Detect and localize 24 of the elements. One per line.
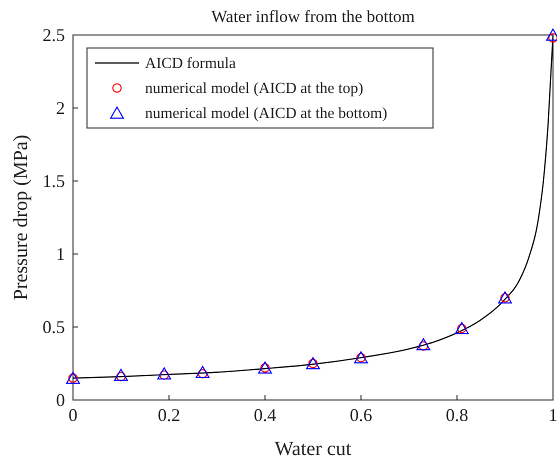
y-tick-label: 0: [56, 390, 65, 410]
y-tick-label: 2: [56, 98, 65, 118]
x-tick-label: 0.2: [158, 404, 180, 425]
point: [454, 322, 469, 334]
x-tick-label: 1: [548, 404, 557, 425]
point: [548, 33, 557, 43]
point: [416, 338, 430, 350]
y-tick-label: 1: [56, 244, 65, 264]
point: [157, 367, 172, 380]
y-axis-title: Pressure drop (MPa): [10, 134, 32, 300]
x-tick-label: 0: [68, 404, 78, 425]
legend-label: numerical model (AICD at the bottom): [145, 105, 388, 122]
y-tick-label: 2.5: [42, 24, 65, 45]
legend-label: AICD formula: [145, 55, 236, 72]
x-axis-title: Water cut: [274, 438, 352, 460]
y-tick-label: 0.5: [42, 316, 65, 337]
point: [114, 368, 128, 381]
chart-title: Water inflow from the bottom: [211, 7, 415, 26]
x-tick-label: 0.6: [350, 404, 372, 425]
x-tick-label: 0.4: [254, 404, 276, 425]
x-tick-label: 0.8: [446, 404, 468, 425]
point: [196, 366, 210, 378]
y-tick-label: 1.5: [42, 170, 65, 191]
legend-label: numerical model (AICD at the top): [145, 80, 364, 97]
